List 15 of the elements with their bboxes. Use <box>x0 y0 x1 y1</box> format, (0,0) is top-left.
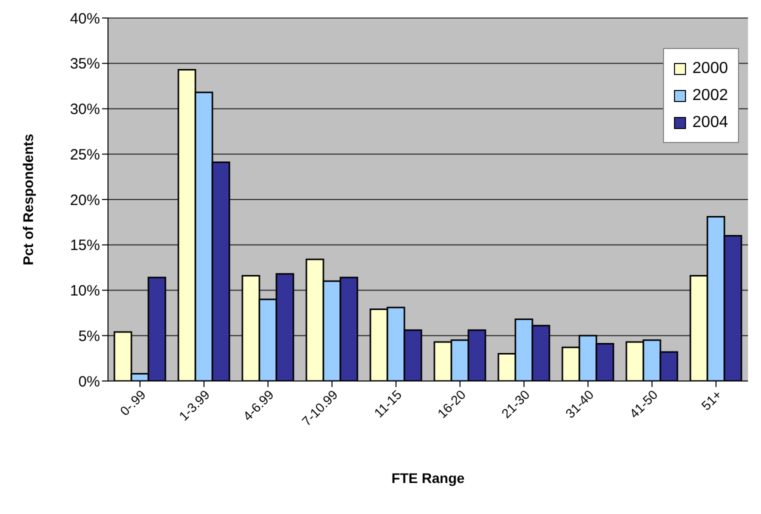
legend-label: 2002 <box>691 86 728 106</box>
y-tick-label: 10% <box>70 282 100 300</box>
y-tick-label: 40% <box>70 10 100 28</box>
y-tick-label: 35% <box>70 56 100 73</box>
x-axis-title: FTE Range <box>391 470 465 486</box>
y-tick-label: 0% <box>78 373 100 390</box>
y-tick-label: 25% <box>70 146 100 164</box>
y-axis-title: Pct of Respondents <box>20 134 36 266</box>
y-tick-label: 20% <box>70 192 100 209</box>
y-tick-label: 5% <box>78 328 100 345</box>
y-tick-label: 30% <box>70 101 100 118</box>
y-tick-label: 15% <box>70 237 100 254</box>
x-tick-label: 51+ <box>698 387 725 414</box>
legend-label: 2000 <box>691 59 728 79</box>
legend-label: 2004 <box>691 113 728 133</box>
